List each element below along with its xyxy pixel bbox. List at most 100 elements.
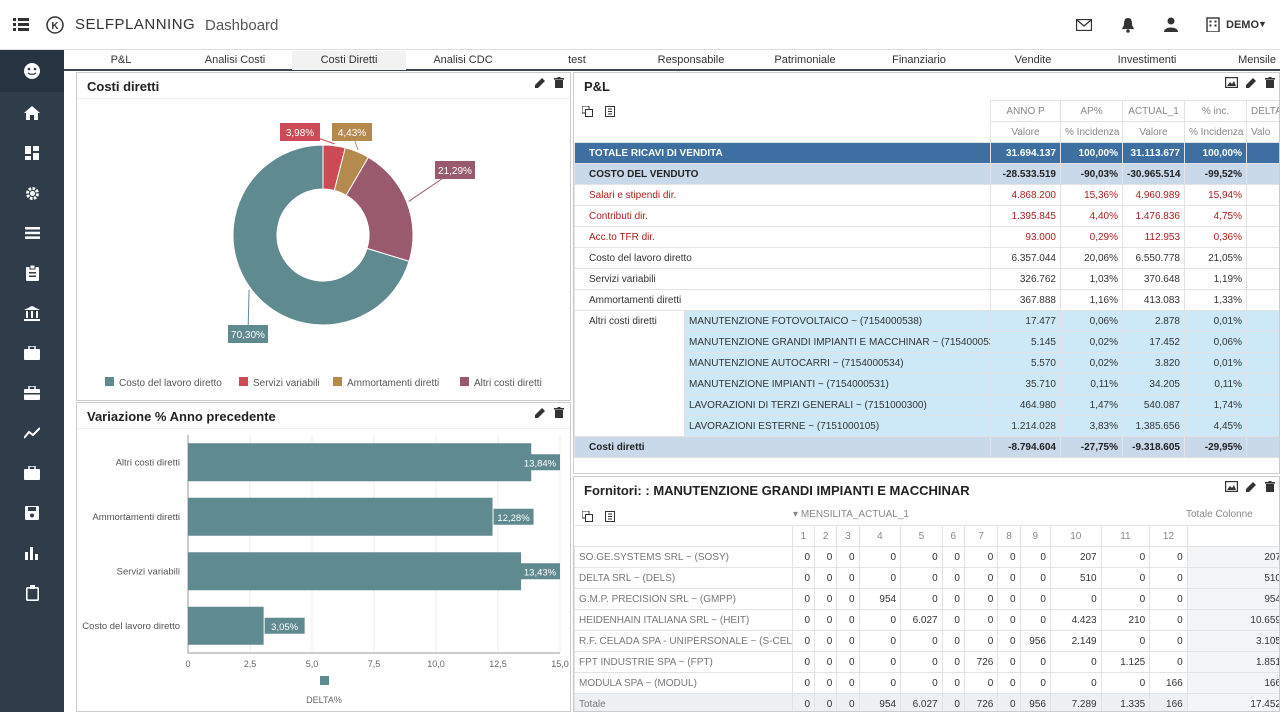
pl-col-head[interactable]: DELTA A: [1246, 100, 1279, 122]
sidebar-item-settings[interactable]: [0, 173, 64, 213]
month-cell: 0: [791, 630, 816, 652]
sidebar-item-list[interactable]: [0, 213, 64, 253]
dimension-label[interactable]: ▾ MENSILITA_ACTUAL_1: [793, 509, 909, 520]
pl-row[interactable]: Acc.to TFR dir. 93.000 0,29% 112.953 0,36%: [574, 226, 1279, 248]
tab-investimenti[interactable]: Investimenti: [1117, 54, 1177, 66]
sidebar-item-dashboard[interactable]: [0, 133, 64, 173]
pl-cell: 0,06%: [1060, 310, 1123, 332]
tab-finanziario[interactable]: Finanziario: [892, 54, 946, 66]
tab-vendite[interactable]: Vendite: [1014, 54, 1052, 66]
edit-icon[interactable]: [535, 77, 546, 88]
pl-col-sub: Valore: [990, 121, 1061, 143]
pl-row[interactable]: Altri costi diretti MANUTENZIONE FOTOVOLT…: [574, 310, 1279, 332]
month-col-head[interactable]: 11: [1100, 525, 1151, 547]
pl-cell: 3,83%: [1060, 415, 1123, 437]
export-icon[interactable]: [605, 511, 615, 522]
mail-icon[interactable]: [1076, 19, 1092, 31]
fornitore-row[interactable]: Totale 0 0 0 954 6.027 0 726 0 956 7.289 1.335 166 17…: [574, 693, 1279, 711]
pl-row-label: [574, 352, 685, 374]
sidebar-item-save[interactable]: [0, 493, 64, 533]
company-selector[interactable]: DEMO: [1226, 19, 1259, 31]
trash-icon[interactable]: [554, 407, 564, 418]
pl-row[interactable]: LAVORAZIONI ESTERNE ~ (7151000105) 1.214.…: [574, 415, 1279, 437]
month-col-head[interactable]: 3: [836, 525, 860, 547]
pl-row[interactable]: Salari e stipendi dir. 4.868.200 15,36% 4.9…: [574, 184, 1279, 206]
sidebar-item-home[interactable]: [0, 93, 64, 133]
tab-analisi-cdc[interactable]: Analisi CDC: [433, 54, 493, 66]
month-col-head[interactable]: 12: [1149, 525, 1188, 547]
month-cell: 956: [1019, 630, 1051, 652]
pl-row[interactable]: Costi diretti -8.794.604 -27,75% -9.318.605…: [574, 436, 1279, 458]
tab-pl[interactable]: P&L: [110, 54, 132, 66]
fornitore-row[interactable]: FPT INDUSTRIE SPA ~ (FPT) 0 0 0 0 0 0 726 0 0 0 1.1…: [574, 651, 1279, 673]
sidebar-item-reports[interactable]: [0, 533, 64, 573]
tab-responsabile[interactable]: Responsabile: [657, 54, 725, 66]
trash-icon[interactable]: [1265, 481, 1275, 492]
fornitore-row[interactable]: R.F. CELADA SPA - UNIPERSONALE ~ (S-CELA…: [574, 630, 1279, 652]
trash-icon[interactable]: [554, 77, 564, 88]
month-cell: 0: [1049, 651, 1102, 673]
sidebar-item-bank[interactable]: [0, 293, 64, 333]
edit-icon[interactable]: [535, 407, 546, 418]
pl-col-head[interactable]: ACTUAL_1: [1122, 100, 1185, 122]
export-icon[interactable]: [605, 106, 615, 117]
pl-col-head[interactable]: AP%: [1060, 100, 1123, 122]
sidebar-item-tasks[interactable]: [0, 573, 64, 613]
fornitore-row[interactable]: G.M.P. PRECISION SRL ~ (GMPP) 0 0 0 954 0 0 0 0 0…: [574, 588, 1279, 610]
sidebar-item-toolbox[interactable]: [0, 373, 64, 413]
copy-icon[interactable]: [582, 511, 593, 522]
chevron-down-icon[interactable]: ▼: [1258, 19, 1267, 29]
month-col-head[interactable]: 4: [858, 525, 902, 547]
x-tick-label: 12,5: [489, 659, 507, 669]
tab-mensile[interactable]: Mensile: [1238, 54, 1276, 66]
tab-patrimoniale[interactable]: Patrimoniale: [774, 54, 836, 66]
image-icon[interactable]: [1225, 481, 1238, 492]
sidebar-item-trend[interactable]: [0, 413, 64, 453]
month-col-head[interactable]: 5: [900, 525, 943, 547]
fornitore-row[interactable]: SO.GE.SYSTEMS SRL ~ (SOSY) 0 0 0 0 0 0 0 0 0 207 0 0…: [574, 546, 1279, 568]
pl-col-head[interactable]: % inc.: [1184, 100, 1247, 122]
sidebar-item-clipboard[interactable]: [0, 253, 64, 293]
month-col-head[interactable]: 7: [963, 525, 999, 547]
month-cell: 0: [1149, 609, 1188, 631]
month-cell: 0: [997, 693, 1021, 711]
month-col-head[interactable]: 1: [791, 525, 816, 547]
month-col-head[interactable]: 2: [814, 525, 838, 547]
bell-icon[interactable]: [1121, 17, 1135, 33]
building-icon: [1206, 17, 1220, 32]
pl-col-head[interactable]: ANNO P: [990, 100, 1061, 122]
tab-costi-diretti[interactable]: Costi Diretti: [292, 51, 406, 70]
sidebar-avatar[interactable]: [0, 50, 64, 92]
pl-cell: 1.385.656: [1122, 415, 1185, 437]
pl-row[interactable]: Contributi dir. 1.395.845 4,40% 1.476.836 4,…: [574, 205, 1279, 227]
month-col-head[interactable]: 8: [997, 525, 1021, 547]
fornitore-row[interactable]: MODULA SPA ~ (MODUL) 0 0 0 0 0 0 0 0 0 0 0 166 166: [574, 672, 1279, 694]
pl-row[interactable]: MANUTENZIONE AUTOCARRI ~ (7154000534) 5.5…: [574, 352, 1279, 374]
trash-icon[interactable]: [1265, 77, 1275, 88]
month-col-head[interactable]: 9: [1019, 525, 1051, 547]
pl-row[interactable]: Servizi variabili 326.762 1,03% 370.648 1,19…: [574, 268, 1279, 290]
sidebar-item-briefcase[interactable]: [0, 333, 64, 373]
month-col-head[interactable]: 6: [941, 525, 965, 547]
pl-row[interactable]: MANUTENZIONE GRANDI IMPIANTI E MACCHINAR…: [574, 331, 1279, 353]
tab-test[interactable]: test: [568, 54, 586, 66]
month-col-head[interactable]: 10: [1049, 525, 1102, 547]
fornitore-row[interactable]: DELTA SRL ~ (DELS) 0 0 0 0 0 0 0 0 0 510 0 0 510: [574, 567, 1279, 589]
pl-row[interactable]: Ammortamenti diretti 367.888 1,16% 413.083 1…: [574, 289, 1279, 311]
fornitore-name: R.F. CELADA SPA - UNIPERSONALE ~ (S-CELA…: [574, 630, 793, 652]
user-icon[interactable]: [1164, 17, 1178, 32]
edit-icon[interactable]: [1246, 481, 1257, 492]
pl-row[interactable]: TOTALE RICAVI DI VENDITA 31.694.137 100,00…: [574, 142, 1279, 164]
tab-analisi-costi[interactable]: Analisi Costi: [204, 54, 266, 66]
pl-row[interactable]: LAVORAZIONI DI TERZI GENERALI ~ (7151000…: [574, 394, 1279, 416]
sidebar-item-suitcase[interactable]: [0, 453, 64, 493]
pl-row[interactable]: COSTO DEL VENDUTO -28.533.519 -90,03% -30.9…: [574, 163, 1279, 185]
fornitore-row[interactable]: HEIDENHAIN ITALIANA SRL ~ (HEIT) 0 0 0 0 6.02…: [574, 609, 1279, 631]
edit-icon[interactable]: [1246, 77, 1257, 88]
menu-icon[interactable]: [13, 18, 29, 32]
pl-cell: 0,29%: [1060, 226, 1123, 248]
image-icon[interactable]: [1225, 77, 1238, 88]
pl-row[interactable]: Costo del lavoro diretto 6.357.044 20,06% 6…: [574, 247, 1279, 269]
pl-row[interactable]: MANUTENZIONE IMPIANTI ~ (7154000531) 35.7…: [574, 373, 1279, 395]
copy-icon[interactable]: [582, 106, 593, 117]
